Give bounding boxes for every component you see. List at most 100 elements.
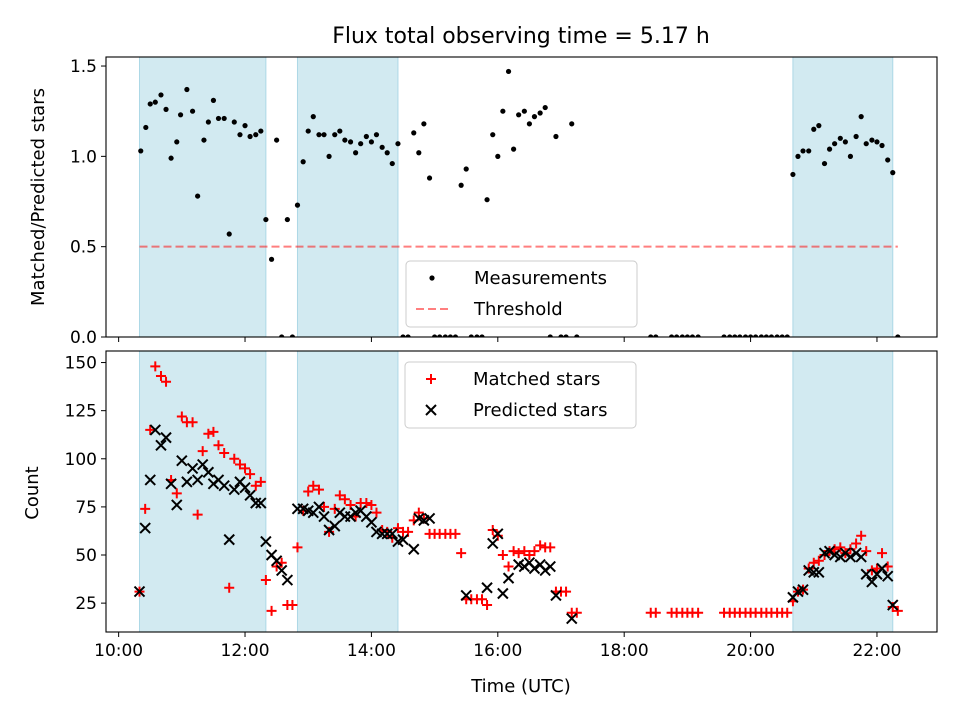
predicted-stars-point bbox=[860, 568, 872, 580]
measurement-point bbox=[490, 132, 496, 138]
measurement-point bbox=[143, 124, 149, 131]
matched-stars-point bbox=[150, 361, 161, 372]
matched-stars-point bbox=[266, 605, 277, 616]
measurement-point bbox=[310, 114, 316, 120]
top-y-axis-label: Matched/Predicted stars bbox=[28, 88, 49, 306]
matched-stars-point bbox=[313, 484, 324, 495]
top-legend-box bbox=[405, 260, 638, 328]
bottom-panel: 25 50 75 100 125 150 10:00 12:00 14:00 16:00 18:00… bbox=[65, 350, 938, 661]
measurement-point bbox=[463, 166, 469, 172]
bottom-y-tick-label: 50 bbox=[75, 546, 97, 566]
legend-matched-stars-marker bbox=[426, 374, 436, 384]
measurement-point bbox=[447, 334, 454, 337]
measurement-point bbox=[732, 334, 738, 337]
matched-stars-point bbox=[571, 607, 582, 618]
bottom-shaded-interval-0 bbox=[138, 351, 267, 632]
bottom-series-1 bbox=[133, 424, 899, 625]
predicted-stars-point bbox=[866, 576, 878, 588]
measurement-point bbox=[837, 135, 843, 141]
predicted-stars-point bbox=[544, 560, 556, 573]
measurement-point bbox=[495, 153, 501, 159]
matched-stars-point bbox=[334, 490, 345, 501]
measurement-point bbox=[553, 133, 559, 140]
predicted-stars-point bbox=[423, 512, 436, 525]
matched-stars-point bbox=[161, 376, 172, 387]
measurement-point bbox=[342, 137, 348, 143]
predicted-stars-point bbox=[181, 476, 193, 488]
measurement-point bbox=[389, 160, 395, 167]
measurement-point bbox=[832, 141, 838, 147]
matched-stars-point bbox=[260, 575, 271, 586]
bottom-y-axis-label: Count bbox=[22, 466, 43, 519]
measurement-point bbox=[648, 334, 654, 337]
measurement-point bbox=[215, 115, 222, 122]
legend-entry-label: Threshold bbox=[473, 299, 563, 320]
predicted-stars-point bbox=[502, 572, 515, 584]
matched-stars-point bbox=[208, 426, 219, 437]
matched-stars-point bbox=[240, 463, 251, 474]
measurement-point bbox=[484, 197, 490, 203]
predicted-stars-point bbox=[218, 480, 230, 492]
matched-stars-point bbox=[145, 424, 156, 435]
measurement-point bbox=[547, 334, 553, 337]
measurement-point bbox=[853, 133, 859, 140]
matched-stars-point bbox=[229, 453, 240, 464]
matched-stars-point bbox=[224, 582, 235, 593]
measurement-point bbox=[168, 155, 174, 161]
measurement-point bbox=[426, 175, 433, 181]
predicted-stars-point bbox=[244, 489, 256, 502]
bottom-shaded-interval-1 bbox=[296, 351, 399, 632]
measurement-point bbox=[879, 142, 885, 149]
predicted-stars-point bbox=[386, 528, 398, 540]
predicted-stars-point bbox=[550, 589, 562, 602]
matched-stars-point bbox=[650, 607, 661, 618]
measurement-point bbox=[695, 334, 701, 337]
predicted-stars-point bbox=[497, 587, 509, 600]
measurement-point bbox=[847, 153, 854, 159]
predicted-stars-point bbox=[250, 497, 262, 509]
measurement-point bbox=[305, 128, 311, 134]
bottom-plot-area bbox=[133, 351, 903, 632]
measurement-point bbox=[358, 141, 364, 147]
measurement-point bbox=[747, 334, 754, 337]
predicted-stars-point bbox=[239, 481, 251, 494]
measurement-point bbox=[689, 334, 696, 337]
measurement-point bbox=[806, 148, 812, 154]
predicted-stars-point bbox=[275, 564, 288, 577]
top-shaded-interval-1 bbox=[296, 57, 399, 337]
measurement-point bbox=[452, 334, 459, 337]
measurement-point bbox=[353, 150, 359, 156]
measurement-point bbox=[379, 144, 385, 150]
measurement-point bbox=[474, 334, 480, 337]
measurement-point bbox=[784, 334, 790, 337]
measurement-point bbox=[795, 153, 801, 159]
measurement-point bbox=[653, 334, 659, 337]
matched-stars-point bbox=[371, 507, 382, 518]
measurement-point bbox=[405, 334, 411, 337]
matched-stars-point bbox=[171, 488, 182, 499]
measurement-point bbox=[842, 139, 848, 145]
x-tick-label: 10:00 bbox=[94, 641, 143, 661]
measurement-point bbox=[869, 137, 875, 143]
measurement-point bbox=[195, 193, 201, 199]
measurement-point bbox=[768, 334, 775, 337]
x-tick-label: 14:00 bbox=[347, 641, 396, 661]
predicted-stars-point bbox=[408, 543, 420, 555]
measurement-point bbox=[347, 139, 354, 145]
measurement-point bbox=[800, 148, 806, 154]
measurement-point bbox=[526, 121, 532, 127]
matched-stars-point bbox=[545, 542, 556, 553]
measurement-point bbox=[231, 119, 237, 125]
measurement-point bbox=[421, 121, 427, 127]
top-legend: Measurements Threshold bbox=[405, 260, 638, 328]
matched-stars-point bbox=[693, 607, 704, 618]
predicted-stars-point bbox=[155, 439, 167, 452]
matched-stars-point bbox=[292, 542, 303, 553]
measurement-point bbox=[737, 334, 743, 337]
bottom-y-tick-label: 125 bbox=[65, 402, 97, 422]
measurement-point bbox=[184, 86, 190, 93]
predicted-stars-point bbox=[566, 612, 578, 625]
predicted-stars-point bbox=[797, 583, 809, 596]
measurement-point bbox=[558, 334, 564, 337]
bottom-legend: Matched stars Predicted stars bbox=[404, 361, 637, 429]
